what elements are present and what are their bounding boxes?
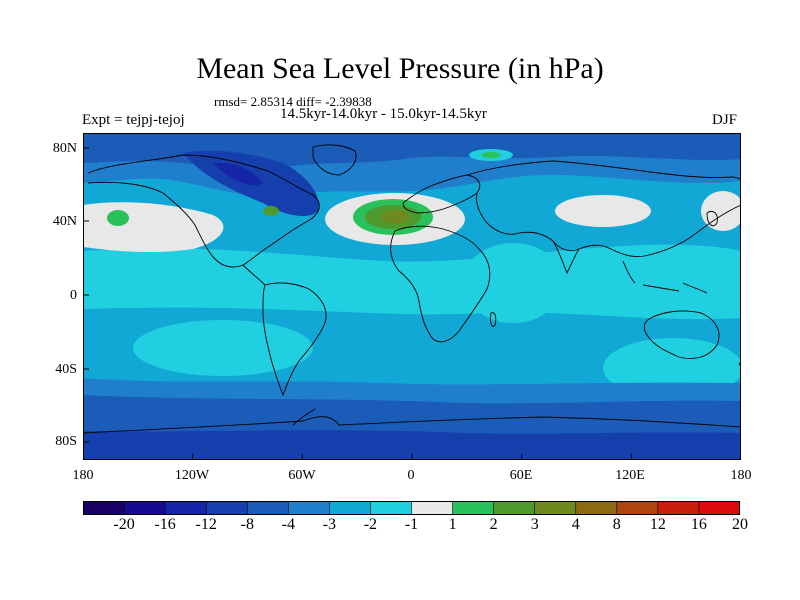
colorbar-label: 4: [571, 516, 580, 533]
colorbar-cell: [83, 501, 125, 515]
field-east-asia-high: [701, 191, 741, 231]
colorbar-label: -3: [322, 516, 337, 533]
colorbar-cell: [205, 501, 249, 515]
colorbar-label: 1: [448, 516, 457, 533]
lat-label-0: 0: [70, 288, 77, 303]
lat-label-80s: 80S: [55, 434, 77, 449]
colorbar-frame: [83, 501, 740, 515]
colorbar: [83, 501, 740, 515]
colorbar-cell: [575, 501, 618, 515]
pressure-map: [83, 133, 741, 460]
colorbar-cell: [288, 501, 331, 515]
colorbar-label: 8: [612, 516, 621, 533]
lat-label-80n: 80N: [52, 141, 77, 156]
colorbar-cell: [329, 501, 372, 515]
page-title: Mean Sea Level Pressure (in hPa): [196, 52, 604, 85]
colorbar-label: 20: [732, 516, 748, 533]
colorbar-label: -16: [154, 516, 176, 533]
colorbar-label: -20: [113, 516, 135, 533]
map-ticks: [83, 147, 632, 460]
field-equatorial-band: [83, 244, 741, 320]
colorbar-cell: [698, 501, 740, 515]
lon-label-180w: 180: [72, 468, 94, 483]
season-label: DJF: [712, 112, 738, 128]
stats-label: rmsd= 2.85314 diff= -2.39838: [214, 94, 372, 109]
field-canada-low: [213, 162, 263, 186]
colorbar-label: 12: [649, 516, 666, 533]
lon-label-60w: 60W: [288, 468, 316, 483]
colorbar-cell: [657, 501, 700, 515]
field-great-lakes-positive: [263, 206, 279, 216]
colorbar-label: -4: [281, 516, 295, 533]
field-africa-patch: [463, 243, 563, 323]
colorbar-cell: [534, 501, 577, 515]
field-antarctic-low: [83, 430, 741, 460]
field-barents-positive: [481, 152, 501, 158]
lat-label-40s: 40S: [55, 362, 77, 377]
lon-label-0: 0: [407, 468, 415, 483]
colorbar-cell: [164, 501, 207, 515]
colorbar-label: 3: [530, 516, 539, 533]
colorbar-label: -2: [363, 516, 378, 533]
colorbar-cell: [411, 501, 454, 515]
lat-label-40n: 40N: [52, 214, 77, 229]
colorbar-label: -8: [240, 516, 254, 533]
lon-label-120w: 120W: [174, 468, 210, 483]
field-pacific-positive: [107, 210, 129, 226]
lon-label-60e: 60E: [509, 468, 533, 483]
field-atlantic-positive-4: [381, 210, 409, 224]
colorbar-label: 16: [690, 516, 707, 533]
lon-label-120e: 120E: [615, 468, 645, 483]
field-south-pacific-patch: [133, 320, 313, 376]
colorbar-cell: [616, 501, 659, 515]
lon-label-180e: 180: [730, 468, 752, 483]
colorbar-label: -1: [404, 516, 419, 533]
colorbar-label: -12: [195, 516, 217, 533]
colorbar-cell: [123, 501, 166, 515]
colorbar-cell: [452, 501, 495, 515]
experiment-label: Expt = tejpj-tejoj: [82, 112, 185, 128]
coastlines: [83, 144, 741, 434]
colorbar-cell: [493, 501, 536, 515]
field-asia-high: [555, 195, 651, 227]
period-label: 14.5kyr-14.0kyr - 15.0kyr-14.5kyr: [280, 106, 487, 122]
colorbar-cell: [246, 501, 290, 515]
colorbar-label: 2: [489, 516, 498, 533]
colorbar-cell: [370, 501, 413, 515]
